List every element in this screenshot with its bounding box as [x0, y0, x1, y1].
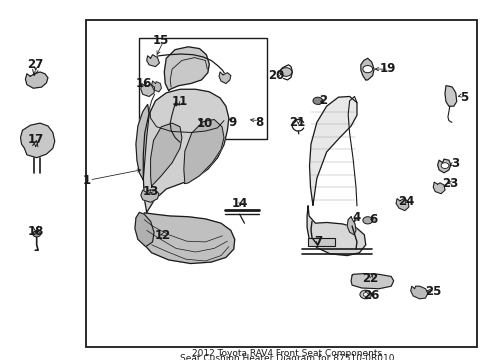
Text: 3: 3	[450, 157, 458, 170]
Text: 24: 24	[397, 195, 413, 208]
Polygon shape	[141, 190, 159, 202]
Text: 14: 14	[231, 197, 247, 210]
Circle shape	[33, 231, 41, 237]
Polygon shape	[146, 55, 159, 67]
Text: 27: 27	[27, 58, 44, 71]
Polygon shape	[150, 123, 182, 187]
Text: 8: 8	[255, 116, 263, 129]
Polygon shape	[151, 81, 161, 92]
Circle shape	[362, 217, 372, 224]
Text: 22: 22	[362, 273, 378, 285]
Circle shape	[312, 97, 322, 104]
Text: 26: 26	[363, 289, 379, 302]
Text: 5: 5	[460, 91, 468, 104]
Text: 19: 19	[379, 62, 395, 75]
Polygon shape	[410, 286, 427, 299]
Text: 20: 20	[267, 69, 284, 82]
Text: 2012 Toyota RAV4 Front Seat Components: 2012 Toyota RAV4 Front Seat Components	[192, 349, 381, 358]
Text: 6: 6	[368, 213, 376, 226]
Circle shape	[440, 163, 448, 168]
Polygon shape	[143, 89, 228, 212]
Text: 16: 16	[136, 77, 152, 90]
Bar	[139, 38, 266, 139]
Polygon shape	[437, 159, 450, 173]
FancyArrow shape	[174, 103, 177, 106]
Text: 4: 4	[352, 211, 360, 224]
Text: 12: 12	[154, 229, 170, 242]
Polygon shape	[164, 47, 209, 91]
Polygon shape	[135, 212, 154, 247]
Text: Seat Cushion Heater Diagram for 87510-0R010: Seat Cushion Heater Diagram for 87510-0R…	[180, 354, 393, 360]
Polygon shape	[432, 182, 444, 194]
Text: 15: 15	[153, 34, 169, 47]
Text: 7: 7	[313, 235, 321, 248]
Polygon shape	[20, 123, 55, 158]
Polygon shape	[346, 217, 355, 235]
Text: 10: 10	[196, 117, 212, 130]
Circle shape	[362, 66, 372, 73]
Text: 11: 11	[171, 95, 187, 108]
Text: 23: 23	[441, 177, 457, 190]
Text: 25: 25	[425, 285, 441, 298]
Polygon shape	[350, 274, 393, 289]
Polygon shape	[360, 58, 373, 80]
Polygon shape	[395, 199, 408, 211]
Polygon shape	[219, 72, 230, 84]
Polygon shape	[136, 104, 149, 180]
Text: 13: 13	[142, 185, 159, 198]
Polygon shape	[141, 84, 154, 96]
Text: 18: 18	[27, 225, 44, 238]
Polygon shape	[183, 120, 224, 184]
Bar	[307, 238, 334, 246]
Polygon shape	[306, 206, 365, 256]
Text: 1: 1	[83, 174, 91, 186]
Circle shape	[280, 68, 291, 76]
Text: 21: 21	[288, 116, 305, 129]
Text: 9: 9	[228, 116, 236, 129]
Text: 17: 17	[27, 133, 44, 146]
Circle shape	[359, 290, 371, 299]
Polygon shape	[444, 86, 456, 106]
Polygon shape	[141, 213, 234, 264]
Bar	[85, 20, 476, 347]
Circle shape	[363, 293, 367, 296]
Polygon shape	[309, 96, 356, 205]
Text: 2: 2	[318, 94, 326, 107]
Polygon shape	[25, 72, 48, 88]
